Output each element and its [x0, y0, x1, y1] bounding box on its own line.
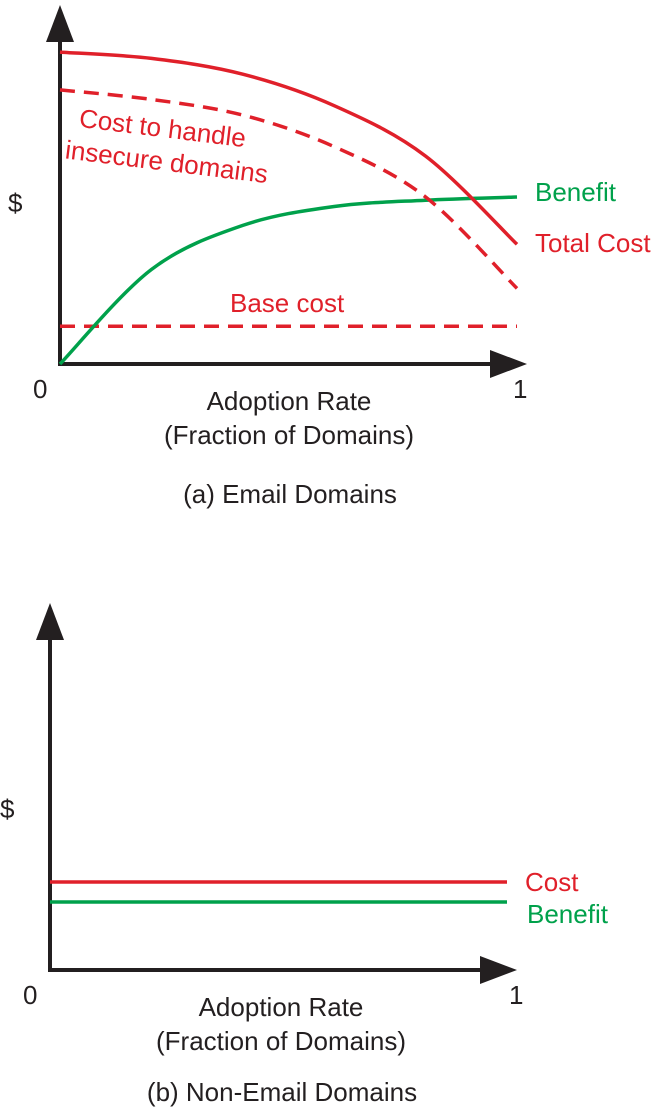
panel-a-caption: (a) Email Domains — [183, 479, 397, 509]
panel-b-non-email-domains: $ 0 1 Adoption Rate (Fraction of Domains… — [0, 603, 609, 1107]
panel-b-caption: (b) Non-Email Domains — [147, 1077, 417, 1107]
panel-a-x-axis-arrow — [490, 350, 527, 378]
legend-label-base-cost: Base cost — [230, 288, 345, 318]
insecure-cost-annotation: Cost to handle insecure domains — [64, 103, 270, 189]
legend-label-total-cost: Total Cost — [535, 228, 651, 258]
panel-b-x-tick-1: 1 — [509, 980, 523, 1010]
panel-b-x-axis-label-line2: (Fraction of Domains) — [156, 1026, 406, 1056]
panel-b-x-axis-label-line1: Adoption Rate — [199, 992, 364, 1022]
legend-label-cost: Cost — [525, 867, 579, 897]
panel-a-y-axis-arrow — [46, 5, 74, 42]
panel-a-y-axis-label: $ — [8, 188, 23, 218]
series-insecure-cost-curve — [59, 88, 519, 290]
panel-b-x-axis-arrow — [480, 956, 517, 984]
panel-a-x-axis-label-line1: Adoption Rate — [207, 386, 372, 416]
panel-b-y-axis-arrow — [36, 603, 64, 640]
panel-a-x-tick-1: 1 — [513, 374, 527, 404]
series-benefit-curve — [58, 195, 518, 366]
legend-label-benefit-b: Benefit — [527, 899, 609, 929]
panel-a-email-domains: $ 0 1 Adoption Rate (Fraction of Domains… — [8, 5, 651, 509]
series-total-cost-curve — [59, 50, 519, 246]
legend-label-benefit-a: Benefit — [535, 177, 617, 207]
panel-a-x-axis-label-line2: (Fraction of Domains) — [164, 420, 414, 450]
panel-a-x-tick-0: 0 — [33, 374, 47, 404]
panel-b-x-tick-0: 0 — [23, 980, 37, 1010]
panel-b-y-axis-label: $ — [0, 794, 15, 824]
